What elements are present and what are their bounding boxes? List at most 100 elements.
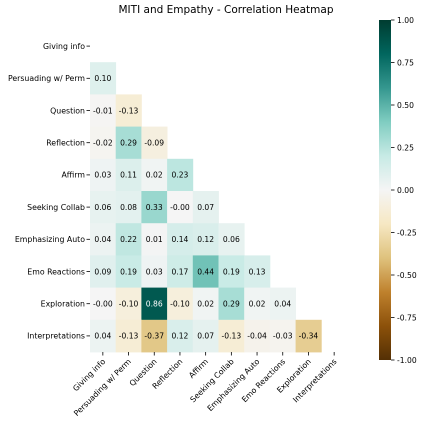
colorbar-tick-label: -1.00 xyxy=(397,356,417,365)
cell-value-label: 0.29 xyxy=(120,139,137,148)
cell-value-label: 0.07 xyxy=(197,332,214,341)
heatmap-cell xyxy=(90,319,117,353)
colorbar-gradient xyxy=(379,20,391,360)
colorbar-tick-label: -0.25 xyxy=(397,228,417,237)
cell-value-label: 0.02 xyxy=(146,171,163,180)
heatmap-cell xyxy=(167,158,194,192)
cell-value-label: 0.23 xyxy=(171,171,188,180)
colorbar-tick-label: -0.75 xyxy=(397,313,417,322)
cell-value-label: 0.17 xyxy=(171,267,188,276)
cell-value-label: -0.04 xyxy=(247,332,267,341)
heatmap-cell xyxy=(218,319,245,353)
cell-value-label: 0.09 xyxy=(94,267,111,276)
heatmap-cell xyxy=(141,191,168,224)
colorbar: 1.00 0.75 0.50 0.25 0.00 -0.25 -0.50 -0.75 -1.00 xyxy=(379,16,417,365)
y-tick-label: Emphasizing Auto xyxy=(15,235,85,244)
heatmap-cell xyxy=(115,158,142,192)
y-tick-label: Reflection xyxy=(46,139,85,148)
heatmap-cell xyxy=(244,255,271,288)
cell-value-label: 0.19 xyxy=(223,267,240,276)
y-tick-label: Affirm xyxy=(61,171,85,180)
cell-value-label: -0.10 xyxy=(119,300,139,309)
cell-value-label: -0.00 xyxy=(93,300,113,309)
colorbar-tick-label: 0.75 xyxy=(397,58,414,67)
heatmap-cell xyxy=(192,255,219,288)
heatmap-cell xyxy=(90,62,117,95)
cell-value-label: 0.10 xyxy=(94,74,111,83)
heatmap-cell xyxy=(115,191,142,224)
cell-value-label: 0.86 xyxy=(146,300,163,309)
cell-value-label: -0.13 xyxy=(222,332,242,341)
heatmap-cell xyxy=(115,319,142,353)
cell-value-label: 0.06 xyxy=(94,203,111,212)
cell-value-label: 0.02 xyxy=(197,300,214,309)
cell-value-label: 0.14 xyxy=(171,235,188,244)
cell-value-label: 0.04 xyxy=(274,300,291,309)
x-tick-label: Affirm xyxy=(187,357,210,380)
cell-value-label: -0.03 xyxy=(273,332,293,341)
cell-value-label: 0.11 xyxy=(120,171,137,180)
heatmap-cell xyxy=(269,287,296,321)
heatmap-cell xyxy=(167,255,194,288)
heatmap-cell xyxy=(90,158,117,192)
cell-value-label: 0.06 xyxy=(223,235,240,244)
chart-title: MITI and Empathy - Correlation Heatmap xyxy=(119,4,334,16)
y-axis-labels: Giving info Persuading w/ Perm Question Ref… xyxy=(8,42,90,341)
colorbar-tick-label: -0.50 xyxy=(397,271,417,280)
heatmap-cell xyxy=(90,255,117,288)
cell-value-label: 0.07 xyxy=(197,203,214,212)
cell-value-label: 0.03 xyxy=(146,267,163,276)
cell-value-label: 0.02 xyxy=(249,300,266,309)
y-tick-label: Question xyxy=(50,106,85,115)
heatmap-cell xyxy=(141,287,168,321)
cell-value-label: -0.34 xyxy=(299,332,319,341)
heatmap-cell xyxy=(141,223,168,256)
heatmap-cell xyxy=(218,255,245,288)
heatmap-cell xyxy=(115,223,142,256)
heatmap-cell xyxy=(192,223,219,256)
heatmap-cells: 0.10 -0.01 -0.13 -0.02 0.29 -0.09 0.03 0.11 0.02… xyxy=(90,62,322,353)
cell-value-label: -0.13 xyxy=(119,332,139,341)
cell-value-label: 0.12 xyxy=(171,332,188,341)
cell-value-label: 0.03 xyxy=(94,171,111,180)
y-tick-label: Seeking Collab xyxy=(27,203,85,212)
y-tick-label: Emo Reactions xyxy=(27,267,85,276)
heatmap-cell xyxy=(167,223,194,256)
heatmap-cell xyxy=(167,191,194,224)
heatmap-cell xyxy=(141,126,168,160)
heatmap-cell xyxy=(90,191,117,224)
heatmap-cell xyxy=(141,319,168,353)
cell-value-label: -0.13 xyxy=(119,106,139,115)
colorbar-tick-label: 0.25 xyxy=(397,143,414,152)
heatmap-cell xyxy=(192,287,219,321)
heatmap-cell xyxy=(192,319,219,353)
y-tick-label: Persuading w/ Perm xyxy=(8,74,85,83)
heatmap-cell xyxy=(90,223,117,256)
heatmap-cell xyxy=(218,287,245,321)
y-tick-label: Giving info xyxy=(43,42,85,51)
cell-value-label: 0.04 xyxy=(94,332,111,341)
cell-value-label: 0.44 xyxy=(197,267,214,276)
cell-value-label: -0.10 xyxy=(170,300,190,309)
colorbar-tick-label: 0.50 xyxy=(397,101,414,110)
heatmap-cell xyxy=(295,319,322,353)
heatmap-cell xyxy=(269,319,296,353)
cell-value-label: -0.02 xyxy=(93,139,113,148)
cell-value-label: 0.29 xyxy=(223,300,240,309)
y-tick-label: Interpretations xyxy=(27,332,85,341)
heatmap-cell xyxy=(192,191,219,224)
heatmap-cell xyxy=(141,255,168,288)
heatmap-cell xyxy=(141,158,168,192)
cell-value-label: 0.12 xyxy=(197,235,214,244)
heatmap-cell xyxy=(115,126,142,160)
heatmap-cell xyxy=(244,319,271,353)
heatmap-cell xyxy=(115,94,142,127)
cell-value-label: -0.00 xyxy=(170,203,190,212)
colorbar-tick-label: 0.00 xyxy=(397,186,414,195)
heatmap-cell xyxy=(115,287,142,321)
cell-value-label: -0.37 xyxy=(144,332,164,341)
cell-value-label: 0.08 xyxy=(120,203,137,212)
heatmap-cell xyxy=(90,126,117,160)
